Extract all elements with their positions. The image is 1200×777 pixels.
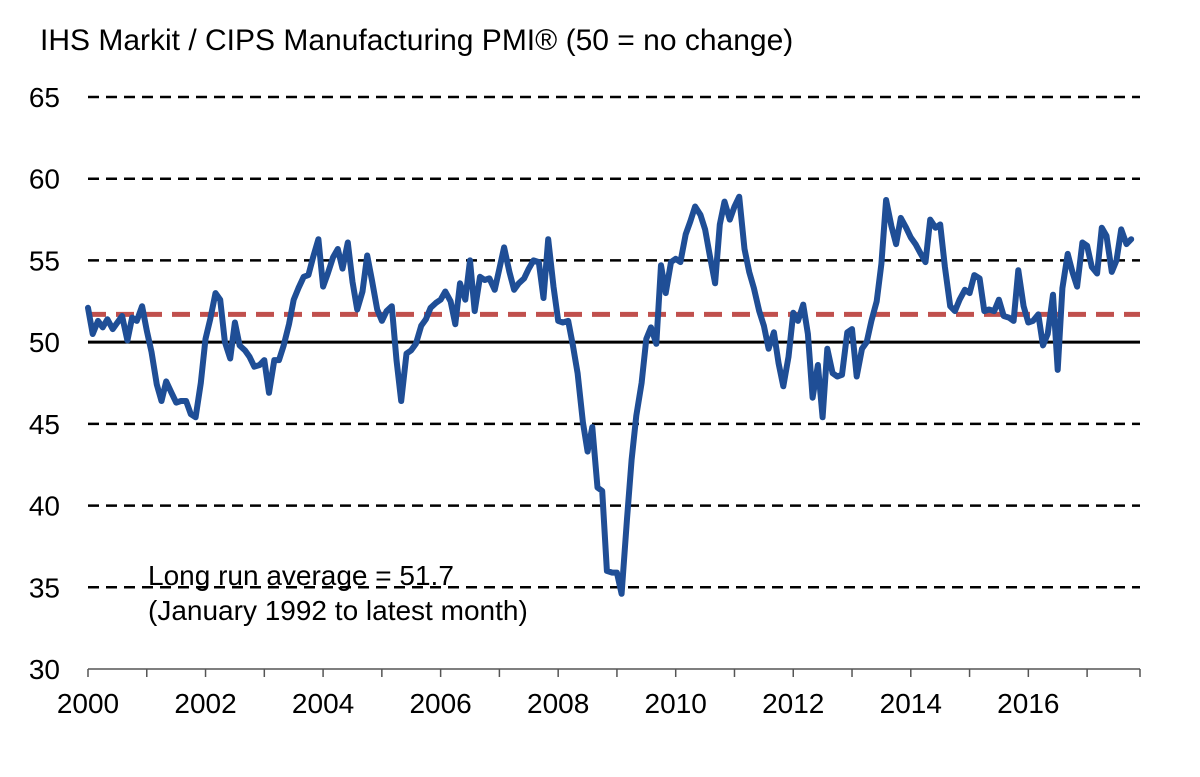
y-tick-label: 60: [29, 164, 60, 195]
x-tick-label: 2012: [762, 688, 824, 719]
y-axis-ticks: 30 35 40 45 50 55 60 65: [29, 82, 60, 685]
y-tick-label: 45: [29, 409, 60, 440]
pmi-series-line: [85, 193, 1135, 597]
x-tick-label: 2010: [645, 688, 707, 719]
gridlines: [88, 95, 1140, 589]
y-tick-label: 40: [29, 491, 60, 522]
chart-title: IHS Markit / CIPS Manufacturing PMI® (50…: [40, 24, 793, 57]
x-tick-label: 2002: [174, 688, 236, 719]
x-tick-label: 2000: [57, 688, 119, 719]
annotation-line-1: Long run average = 51.7: [148, 560, 454, 591]
x-axis: 2000 2002 2004 2006 2008 2010 2012 2014 2016: [57, 668, 1141, 719]
y-tick-label: 35: [29, 572, 60, 603]
x-tick-label: 2016: [997, 688, 1059, 719]
x-tick-label: 2008: [527, 688, 589, 719]
x-tick-label: 2004: [292, 688, 354, 719]
annotation-line-2: (January 1992 to latest month): [148, 595, 528, 626]
y-tick-label: 65: [29, 82, 60, 113]
y-tick-label: 30: [29, 654, 60, 685]
y-tick-label: 50: [29, 327, 60, 358]
y-tick-label: 55: [29, 245, 60, 276]
x-tick-label: 2014: [880, 688, 942, 719]
series-layer: [85, 193, 1135, 597]
x-tick-label: 2006: [409, 688, 471, 719]
